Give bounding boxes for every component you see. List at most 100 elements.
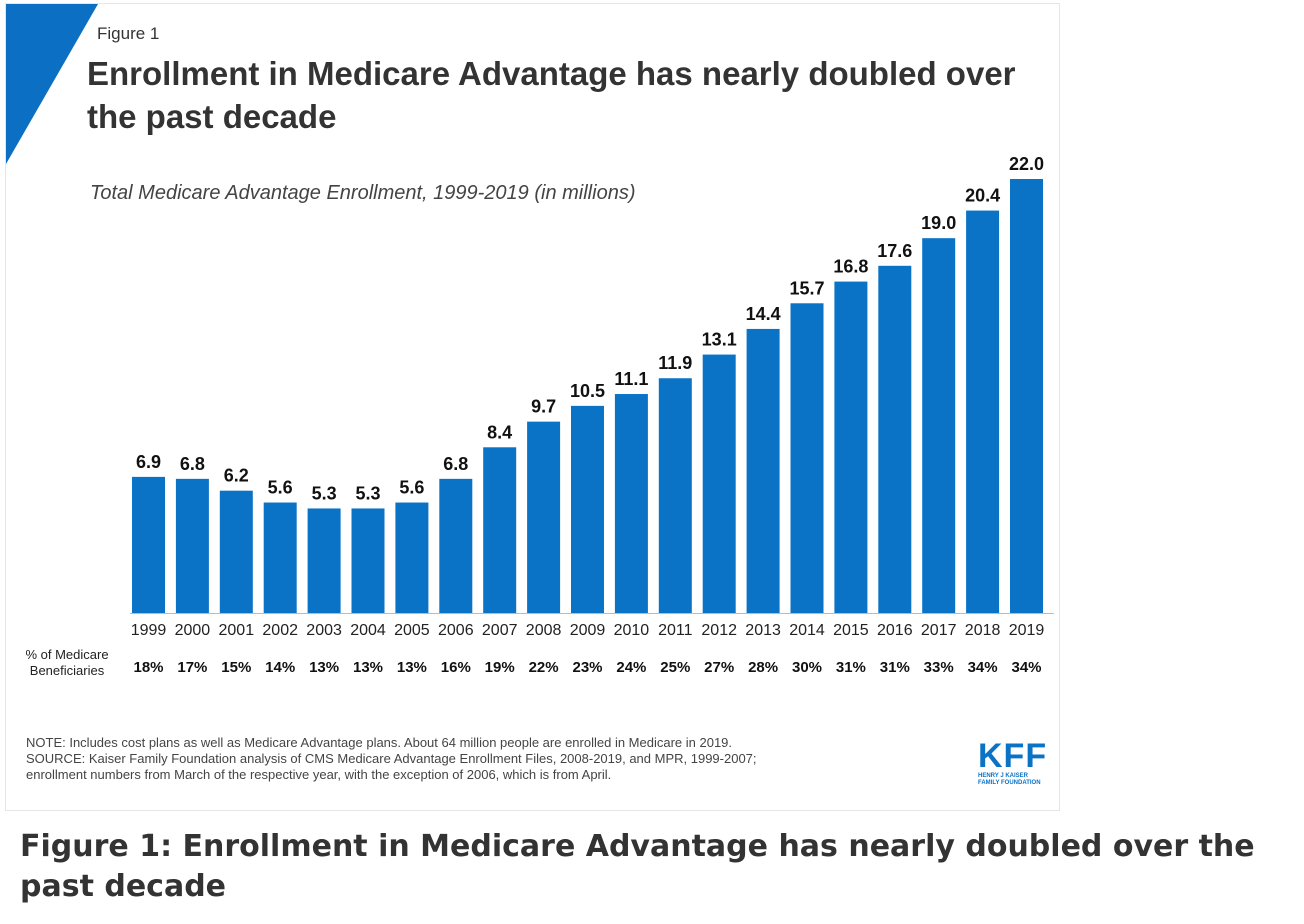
bar-1999 (132, 476, 165, 613)
percent-2002: 14% (265, 659, 295, 676)
value-label-2010: 11.1 (614, 369, 648, 389)
x-tick-1999: 1999 (131, 622, 167, 639)
source-text-line1: SOURCE: Kaiser Family Foundation analysi… (26, 751, 757, 766)
bar-2001 (219, 490, 253, 613)
value-label-2005: 5.6 (399, 478, 424, 498)
bar-2018 (966, 210, 1000, 613)
bar-2017 (922, 238, 956, 613)
bar-2000 (175, 478, 209, 613)
percent-2001: 15% (221, 659, 251, 676)
percent-2014: 30% (792, 659, 822, 676)
x-tick-2017: 2017 (921, 622, 957, 639)
bar-2008 (527, 421, 561, 613)
bar-2011 (658, 378, 692, 613)
figure-slide: Figure 1 Enrollment in Medicare Advantag… (5, 3, 1060, 811)
percent-2011: 25% (660, 659, 690, 676)
bar-2007 (483, 447, 517, 613)
kff-logo-subtext-1: HENRY J KAISER (978, 773, 1029, 779)
bar-2019 (1010, 179, 1043, 613)
percent-2004: 13% (353, 659, 383, 676)
x-tick-2003: 2003 (306, 622, 342, 639)
value-label-2018: 20.4 (965, 186, 1000, 206)
value-label-2003: 5.3 (312, 483, 337, 503)
source-text-line2: enrollment numbers from March of the res… (26, 767, 612, 782)
x-tick-2000: 2000 (175, 622, 211, 639)
x-tick-2013: 2013 (745, 622, 781, 639)
bar-chart: 6.9 1999 18% 6.8 2000 17% 6.2 2001 15% 5.6 2002 14%… (130, 154, 1054, 676)
value-label-2009: 10.5 (570, 381, 605, 401)
bar-2012 (702, 354, 736, 613)
x-tick-2007: 2007 (482, 622, 518, 639)
bar-2004 (351, 508, 385, 613)
bar-2010 (614, 394, 648, 613)
x-tick-2006: 2006 (438, 622, 474, 639)
chart-title: Enrollment in Medicare Advantage has nea… (87, 55, 1016, 135)
figure-caption: Figure 1: Enrollment in Medicare Advanta… (20, 829, 1255, 904)
chart-subtitle: Total Medicare Advantage Enrollment, 199… (90, 182, 636, 204)
percent-1999: 18% (133, 659, 163, 676)
x-tick-2008: 2008 (526, 622, 562, 639)
value-label-2014: 15.7 (789, 278, 824, 298)
x-tick-2002: 2002 (262, 622, 298, 639)
percent-2019: 34% (1011, 659, 1041, 676)
bar-2005 (395, 502, 429, 613)
percent-2016: 31% (880, 659, 910, 676)
value-label-2002: 5.6 (268, 478, 293, 498)
bar-2013 (746, 328, 780, 613)
x-tick-2018: 2018 (965, 622, 1001, 639)
kff-logo-text: KFF (978, 737, 1048, 775)
corner-accent (6, 4, 98, 164)
percent-2015: 31% (836, 659, 866, 676)
figure-label: Figure 1 (97, 24, 160, 43)
percent-2017: 33% (924, 659, 954, 676)
value-label-2012: 13.1 (702, 330, 737, 350)
x-tick-2016: 2016 (877, 622, 913, 639)
bar-2016 (878, 265, 912, 613)
x-tick-2009: 2009 (570, 622, 606, 639)
bar-2009 (571, 405, 604, 613)
x-tick-2015: 2015 (833, 622, 869, 639)
footnote: NOTE: Includes cost plans as well as Med… (26, 735, 936, 783)
value-label-2001: 6.2 (224, 466, 249, 486)
percent-2005: 13% (397, 659, 427, 676)
x-tick-2019: 2019 (1009, 622, 1045, 639)
bar-2002 (263, 502, 297, 613)
percent-2008: 22% (529, 659, 559, 676)
value-label-2007: 8.4 (487, 422, 512, 442)
percent-2000: 17% (177, 659, 207, 676)
kff-logo-subtext-2: FAMILY FOUNDATION (978, 780, 1041, 786)
percent-2018: 34% (968, 659, 998, 676)
bar-2015 (834, 281, 868, 613)
percent-row-label-line2: Beneficiaries (29, 663, 105, 678)
percent-2012: 27% (704, 659, 734, 676)
bar-2006 (439, 478, 473, 613)
percent-2013: 28% (748, 659, 778, 676)
percent-2010: 24% (616, 659, 646, 676)
x-tick-2011: 2011 (658, 622, 693, 639)
value-label-2000: 6.8 (180, 454, 205, 474)
x-tick-2004: 2004 (350, 622, 386, 639)
percent-2009: 23% (572, 659, 602, 676)
note-text: NOTE: Includes cost plans as well as Med… (26, 735, 733, 750)
x-tick-2010: 2010 (614, 622, 650, 639)
bar-2014 (790, 303, 824, 613)
percent-row-label: % of Medicare Beneficiaries (13, 647, 121, 679)
x-tick-2014: 2014 (789, 622, 825, 639)
value-label-1999: 6.9 (136, 452, 161, 472)
value-label-2017: 19.0 (921, 213, 956, 233)
value-label-2008: 9.7 (531, 397, 556, 417)
percent-2007: 19% (485, 659, 515, 676)
value-label-2011: 11.9 (658, 353, 692, 373)
value-label-2006: 6.8 (443, 454, 468, 474)
percent-row-label-line1: % of Medicare (25, 647, 109, 662)
value-label-2013: 14.4 (746, 304, 781, 324)
bar-2003 (307, 508, 341, 613)
value-label-2015: 16.8 (833, 257, 868, 277)
kff-logo: KFF HENRY J KAISER FAMILY FOUNDATION (978, 739, 1054, 787)
percent-2006: 16% (441, 659, 471, 676)
x-tick-2012: 2012 (701, 622, 737, 639)
percent-2003: 13% (309, 659, 339, 676)
value-label-2019: 22.0 (1009, 154, 1044, 174)
x-tick-2001: 2001 (219, 622, 255, 639)
value-label-2016: 17.6 (877, 241, 912, 261)
